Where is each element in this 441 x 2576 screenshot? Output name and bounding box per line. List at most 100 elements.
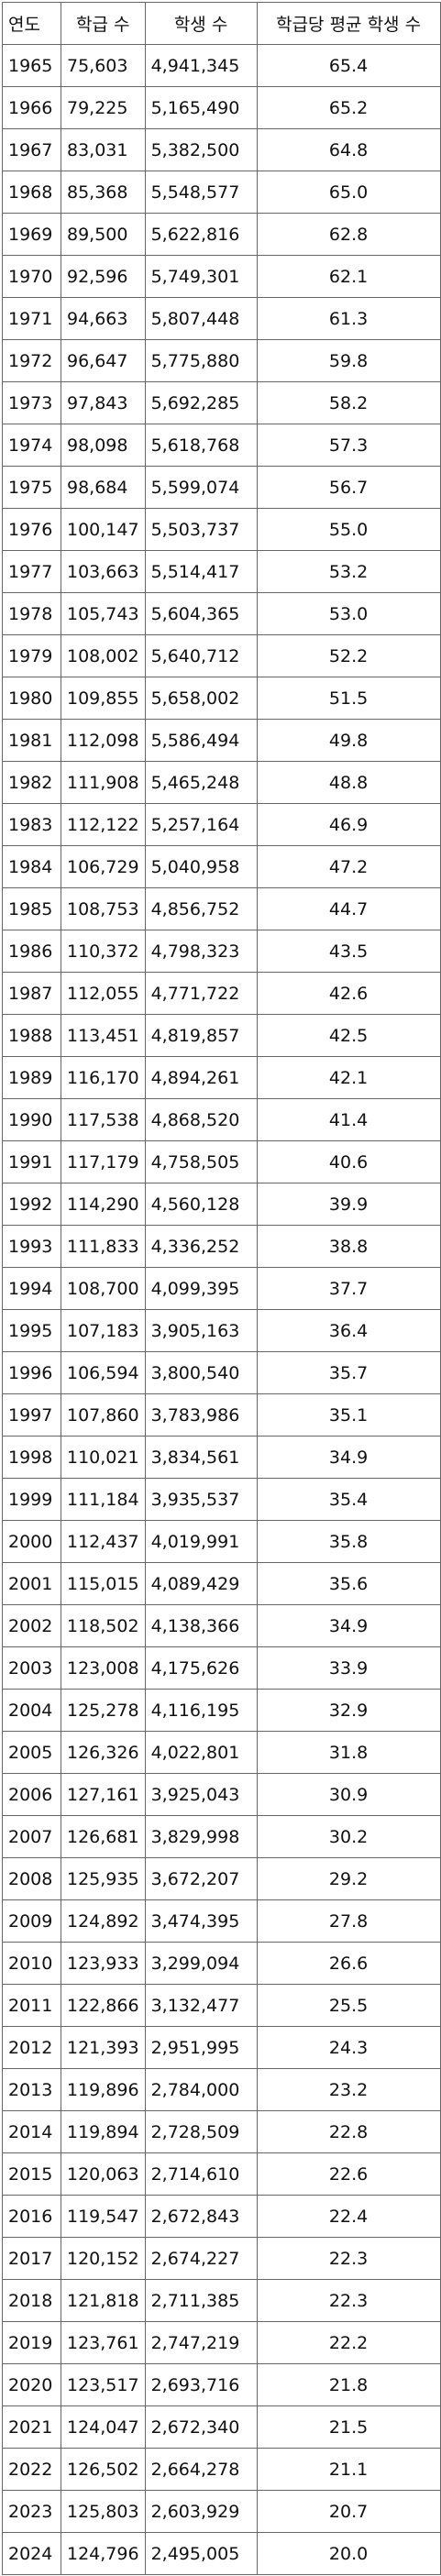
cell-class-count: 111,184 [61, 1478, 146, 1521]
cell-class-count: 106,729 [61, 845, 146, 888]
cell-avg-students: 53.2 [256, 550, 441, 593]
cell-year: 1975 [2, 466, 61, 509]
cell-class-count: 97,843 [61, 381, 146, 424]
cell-avg-students: 55.0 [256, 508, 441, 551]
cell-avg-students: 30.2 [256, 1815, 441, 1858]
table-row: 1981 112,098 5,586,494 49.8 [2, 719, 441, 762]
cell-avg-students: 61.3 [256, 297, 441, 340]
cell-avg-students: 51.5 [256, 677, 441, 720]
cell-student-count: 4,798,323 [144, 930, 258, 973]
cell-class-count: 122,866 [61, 1984, 146, 2027]
cell-student-count: 3,829,998 [144, 1815, 258, 1858]
table-row: 1968 85,368 5,548,577 65.0 [2, 171, 441, 214]
cell-class-count: 125,935 [61, 1857, 146, 1900]
cell-year: 2020 [2, 2363, 61, 2406]
cell-avg-students: 35.6 [256, 1562, 441, 1605]
cell-avg-students: 20.7 [256, 2490, 441, 2533]
cell-avg-students: 22.4 [256, 2195, 441, 2238]
cell-avg-students: 56.7 [256, 466, 441, 509]
cell-class-count: 111,908 [61, 761, 146, 804]
cell-year: 1998 [2, 1436, 61, 1479]
cell-class-count: 126,502 [61, 2448, 146, 2491]
cell-year: 1988 [2, 1014, 61, 1057]
cell-avg-students: 25.5 [256, 1984, 441, 2027]
header-year: 연도 [2, 2, 61, 45]
cell-student-count: 2,672,843 [144, 2195, 258, 2238]
cell-avg-students: 32.9 [256, 1689, 441, 1732]
cell-year: 1966 [2, 86, 61, 129]
table-row: 2009 124,892 3,474,395 27.8 [2, 1899, 441, 1943]
cell-avg-students: 49.8 [256, 719, 441, 762]
cell-student-count: 5,382,500 [144, 128, 258, 171]
table-row: 2020 123,517 2,693,716 21.8 [2, 2363, 441, 2406]
cell-class-count: 106,594 [61, 1351, 146, 1394]
cell-class-count: 75,603 [61, 44, 146, 87]
cell-student-count: 2,711,385 [144, 2279, 258, 2322]
table-row: 2016 119,547 2,672,843 22.4 [2, 2195, 441, 2238]
cell-student-count: 5,622,816 [144, 213, 258, 256]
cell-year: 1999 [2, 1478, 61, 1521]
table-row: 1974 98,098 5,618,768 57.3 [2, 424, 441, 467]
cell-avg-students: 65.2 [256, 86, 441, 129]
cell-year: 1967 [2, 128, 61, 171]
cell-avg-students: 23.2 [256, 2068, 441, 2111]
cell-year: 1976 [2, 508, 61, 551]
cell-class-count: 98,098 [61, 424, 146, 467]
cell-year: 1973 [2, 381, 61, 424]
cell-avg-students: 53.0 [256, 592, 441, 635]
cell-class-count: 112,122 [61, 803, 146, 846]
cell-student-count: 5,503,737 [144, 508, 258, 551]
cell-year: 1977 [2, 550, 61, 593]
table-row: 1965 75,603 4,941,345 65.4 [2, 44, 441, 87]
cell-student-count: 3,905,163 [144, 1309, 258, 1352]
cell-class-count: 105,743 [61, 592, 146, 635]
cell-class-count: 96,647 [61, 339, 146, 382]
cell-avg-students: 31.8 [256, 1731, 441, 1774]
cell-avg-students: 41.4 [256, 1098, 441, 1141]
cell-year: 1969 [2, 213, 61, 256]
cell-year: 2008 [2, 1857, 61, 1900]
cell-year: 2012 [2, 2026, 61, 2069]
cell-year: 1993 [2, 1225, 61, 1268]
cell-class-count: 110,372 [61, 930, 146, 973]
cell-avg-students: 29.2 [256, 1857, 441, 1900]
cell-avg-students: 59.8 [256, 339, 441, 382]
header-class-count: 학급 수 [61, 2, 146, 45]
cell-student-count: 3,935,537 [144, 1478, 258, 1521]
cell-student-count: 5,257,164 [144, 803, 258, 846]
cell-student-count: 2,603,929 [144, 2490, 258, 2533]
table-row: 1971 94,663 5,807,448 61.3 [2, 297, 441, 340]
cell-avg-students: 35.7 [256, 1351, 441, 1394]
cell-student-count: 5,775,880 [144, 339, 258, 382]
cell-year: 1978 [2, 592, 61, 635]
cell-avg-students: 58.2 [256, 381, 441, 424]
table-row: 1985 108,753 4,856,752 44.7 [2, 887, 441, 930]
table-row: 1980 109,855 5,658,002 51.5 [2, 677, 441, 720]
cell-year: 2022 [2, 2448, 61, 2491]
cell-class-count: 83,031 [61, 128, 146, 171]
cell-year: 2000 [2, 1520, 61, 1563]
cell-class-count: 110,021 [61, 1436, 146, 1479]
cell-class-count: 120,063 [61, 2152, 146, 2196]
table-row: 2001 115,015 4,089,429 35.6 [2, 1562, 441, 1605]
cell-year: 1989 [2, 1056, 61, 1099]
cell-student-count: 3,800,540 [144, 1351, 258, 1394]
cell-class-count: 98,684 [61, 466, 146, 509]
cell-class-count: 119,896 [61, 2068, 146, 2111]
cell-student-count: 5,514,417 [144, 550, 258, 593]
table-row: 2006 127,161 3,925,043 30.9 [2, 1773, 441, 1816]
table-row: 2022 126,502 2,664,278 21.1 [2, 2448, 441, 2491]
cell-avg-students: 42.1 [256, 1056, 441, 1099]
table-row: 2024 124,796 2,495,005 20.0 [2, 2532, 441, 2575]
cell-avg-students: 26.6 [256, 1942, 441, 1985]
cell-avg-students: 36.4 [256, 1309, 441, 1352]
cell-student-count: 3,132,477 [144, 1984, 258, 2027]
table-row: 2017 120,152 2,674,227 22.3 [2, 2237, 441, 2280]
table-row: 1991 117,179 4,758,505 40.6 [2, 1140, 441, 1183]
cell-student-count: 2,674,227 [144, 2237, 258, 2280]
cell-class-count: 94,663 [61, 297, 146, 340]
cell-class-count: 124,047 [61, 2405, 146, 2449]
table-row: 1999 111,184 3,935,537 35.4 [2, 1478, 441, 1521]
table-row: 1984 106,729 5,040,958 47.2 [2, 845, 441, 888]
cell-avg-students: 20.0 [256, 2532, 441, 2575]
